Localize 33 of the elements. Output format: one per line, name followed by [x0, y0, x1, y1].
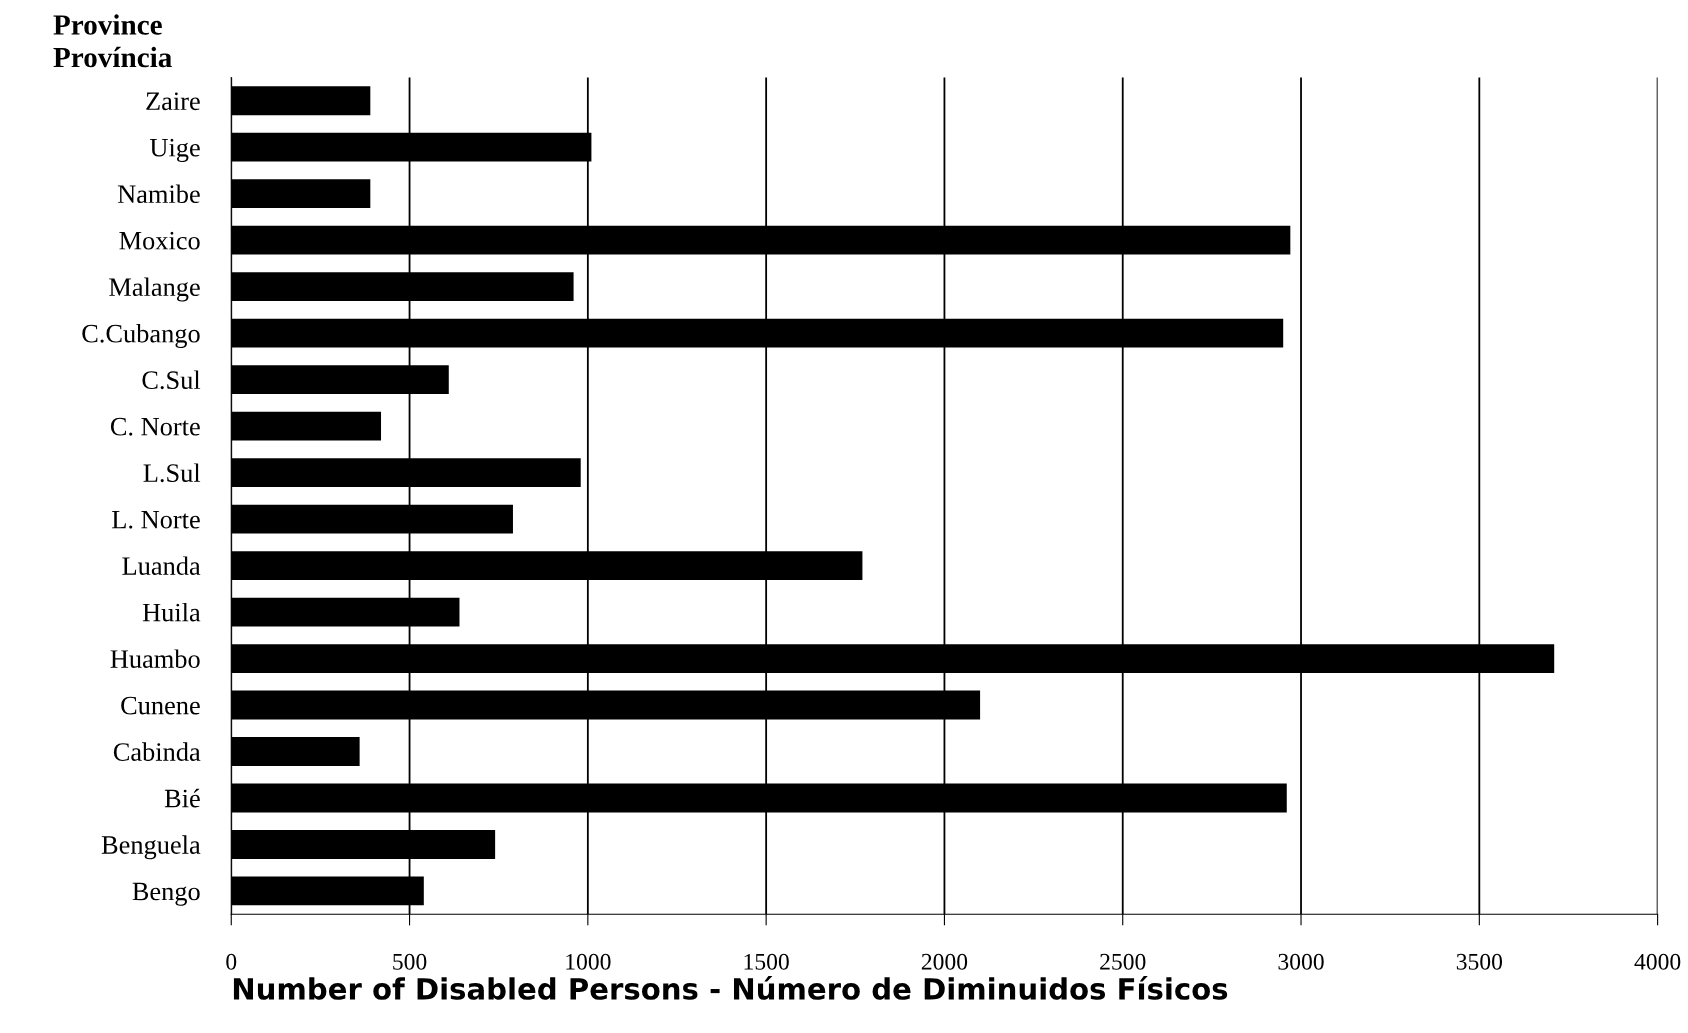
y-tick-label: Namibe: [117, 184, 200, 204]
y-tick-label: Bié: [164, 788, 200, 808]
bar: [231, 179, 371, 209]
x-tick-label: 1000: [566, 953, 611, 970]
y-tick-label: Benguela: [101, 835, 201, 860]
y-tick-label: Malange: [109, 277, 200, 302]
y-tick-label: Cabinda: [113, 742, 201, 761]
bar: [231, 737, 360, 766]
x-tick-label: 3500: [1456, 953, 1503, 970]
x-tick-label: 2000: [921, 953, 968, 970]
bar: [231, 86, 371, 116]
y-tick-label: L.Sul: [143, 463, 201, 483]
bar: [231, 411, 382, 441]
y-tick-label: Huambo: [110, 649, 200, 668]
y-tick-label: Cunene: [121, 696, 200, 715]
y-tick-label: Huila: [142, 602, 201, 622]
x-tick-label: 3000: [1278, 953, 1324, 970]
x-tick-label: 500: [393, 953, 427, 970]
y-tick-label: C. Norte: [110, 417, 200, 436]
y-tick-label: Uige: [149, 138, 200, 163]
y-tick-label: Moxico: [119, 231, 200, 250]
x-tick-label: 2500: [1100, 953, 1146, 970]
x-axis-title: Number of Disabled Persons - Número de Diminuidos Físicos: [233, 976, 1228, 1000]
y-tick-label: Zaire: [146, 92, 200, 111]
x-tick-label: 1500: [744, 953, 789, 970]
y-tick-label: Luanda: [122, 556, 201, 575]
y-tick-label: Bengo: [132, 882, 200, 906]
y-tick-label: C.Cubango: [82, 323, 200, 348]
x-tick-label: 0: [226, 953, 237, 970]
y-axis-title: Province Província: [53, 14, 172, 68]
x-tick-label: 4000: [1634, 953, 1681, 970]
y-tick-label: L. Norte: [112, 510, 200, 529]
y-tick-label: C.Sul: [142, 370, 201, 390]
